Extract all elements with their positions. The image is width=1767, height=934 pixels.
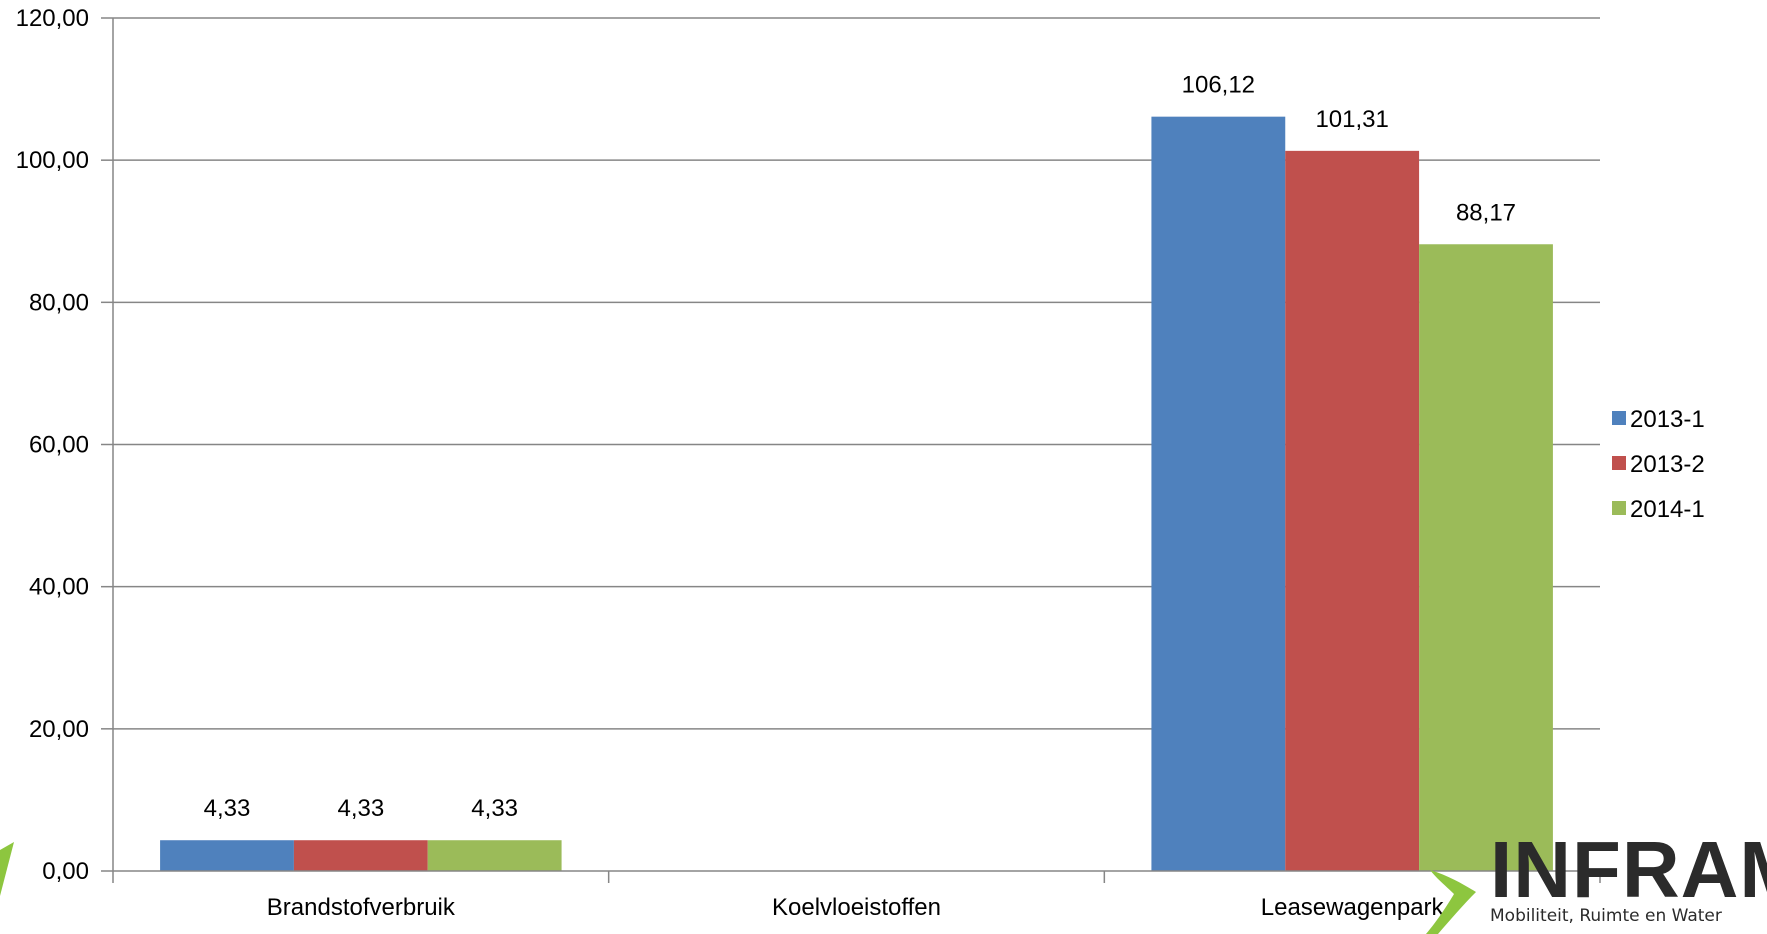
x-tick-label: Brandstofverbruik bbox=[267, 894, 456, 921]
legend-swatch bbox=[1612, 501, 1626, 515]
bar-2013-1 bbox=[1151, 116, 1286, 871]
logo-subtitle: Mobiliteit, Ruimte en Water bbox=[1490, 906, 1722, 926]
bar-2013-2 bbox=[293, 840, 428, 871]
legend: 2013-1 2013-2 2014-1 bbox=[1612, 406, 1705, 523]
y-tick-label: 20,00 bbox=[29, 716, 89, 743]
logo-leaf-icon bbox=[1426, 870, 1476, 934]
data-label: 101,31 bbox=[1315, 106, 1388, 133]
y-tick-label: 100,00 bbox=[16, 147, 89, 174]
y-tick-label: 0,00 bbox=[42, 858, 89, 885]
x-tick-label: Leasewagenpark bbox=[1261, 894, 1445, 921]
bar-2014-1 bbox=[1419, 244, 1553, 872]
legend-swatch bbox=[1612, 411, 1626, 425]
data-label: 106,12 bbox=[1182, 72, 1255, 99]
bars bbox=[160, 116, 1553, 872]
data-label: 88,17 bbox=[1456, 199, 1516, 226]
y-tick-label: 40,00 bbox=[29, 574, 89, 601]
axes bbox=[101, 17, 1601, 883]
data-label: 4,33 bbox=[471, 795, 518, 822]
y-tick-label: 60,00 bbox=[29, 432, 89, 459]
data-label: 4,33 bbox=[337, 795, 384, 822]
data-label: 4,33 bbox=[204, 795, 251, 822]
legend-label: 2013-2 bbox=[1630, 451, 1705, 478]
legend-swatch bbox=[1612, 456, 1626, 470]
y-tick-label: 80,00 bbox=[29, 289, 89, 316]
y-tick-label: 120,00 bbox=[16, 5, 89, 32]
x-tick-labels: Brandstofverbruik Koelvloeistoffen Leasewa… bbox=[267, 894, 1445, 921]
bar-2014-1 bbox=[427, 840, 562, 871]
x-tick-label: Koelvloeistoffen bbox=[772, 894, 941, 921]
legend-label: 2014-1 bbox=[1630, 496, 1705, 523]
data-labels: 4,33 4,33 4,33 106,12 101,31 88,17 bbox=[204, 72, 1516, 823]
bar-2013-1 bbox=[160, 840, 294, 871]
y-tick-labels: 0,00 20,00 40,00 60,00 80,00 100,00 120,00 bbox=[16, 5, 89, 885]
logo-leaf-icon-left bbox=[0, 842, 14, 896]
legend-label: 2013-1 bbox=[1630, 406, 1705, 433]
bar-2013-2 bbox=[1285, 150, 1420, 872]
